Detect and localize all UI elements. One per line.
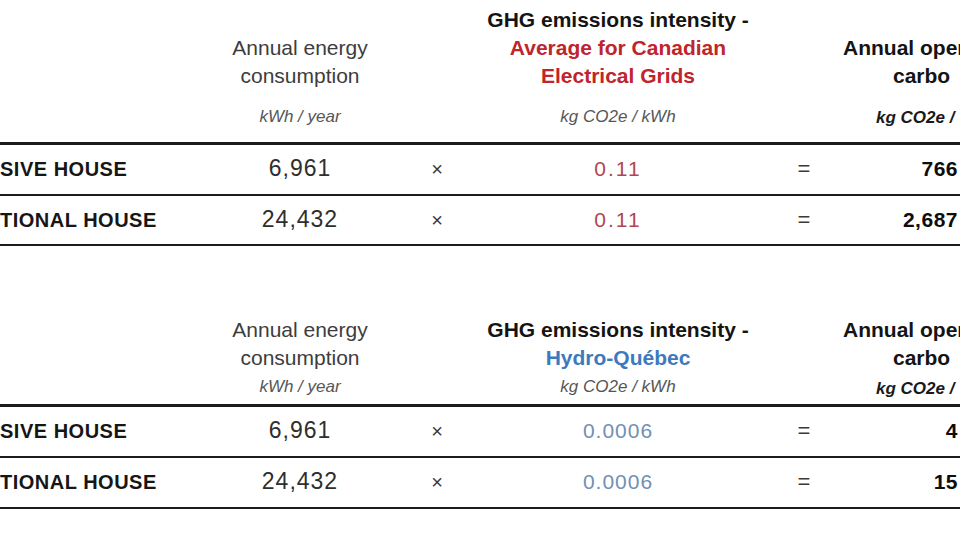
carbon-header-unit: kg CO2e /: [876, 108, 954, 128]
table-rule: [0, 194, 960, 196]
table-rule: [0, 507, 960, 509]
times-operator: ×: [419, 471, 455, 494]
times-operator: ×: [419, 158, 455, 181]
carbon-header-line2: carbo: [893, 64, 950, 88]
carbon-header-line1: Annual oper: [843, 318, 960, 342]
times-operator: ×: [419, 209, 455, 232]
ghg-header-line2: Average for Canadian: [460, 36, 776, 60]
carbon-value: 15: [758, 470, 958, 494]
energy-value: 24,432: [180, 468, 420, 495]
carbon-value: 766: [758, 157, 958, 181]
energy-header-line2: consumption: [180, 346, 420, 370]
intensity-value: 0.0006: [460, 419, 776, 443]
row-label: TIONAL HOUSE: [0, 209, 157, 232]
ghg-header-line1: GHG emissions intensity -: [460, 8, 776, 32]
row-label: SIVE HOUSE: [0, 420, 127, 443]
carbon-value: 2,687: [758, 208, 958, 232]
carbon-header-line1: Annual oper: [843, 36, 960, 60]
energy-header-line1: Annual energy: [180, 318, 420, 342]
energy-value: 6,961: [180, 417, 420, 444]
intensity-value: 0.0006: [460, 470, 776, 494]
intensity-value: 0.11: [460, 157, 776, 181]
table-rule: [0, 456, 960, 458]
carbon-value: 4: [758, 419, 958, 443]
table-rule: [0, 142, 960, 145]
row-label: TIONAL HOUSE: [0, 471, 157, 494]
ghg-header-unit: kg CO2e / kWh: [460, 377, 776, 397]
energy-value: 24,432: [180, 206, 420, 233]
row-label: SIVE HOUSE: [0, 158, 127, 181]
table-rule: [0, 404, 960, 407]
ghg-header-line2: Hydro-Québec: [460, 346, 776, 370]
energy-header-unit: kWh / year: [180, 377, 420, 397]
carbon-header-line2: carbo: [893, 346, 950, 370]
ghg-header-unit: kg CO2e / kWh: [460, 107, 776, 127]
intensity-value: 0.11: [460, 208, 776, 232]
table-rule: [0, 244, 960, 246]
ghg-header-line1: GHG emissions intensity -: [460, 318, 776, 342]
energy-header-line1: Annual energy: [180, 36, 420, 60]
ghg-header-line3: Electrical Grids: [460, 64, 776, 88]
times-operator: ×: [419, 420, 455, 443]
slide-canvas: Annual energy consumption kWh / year GHG…: [0, 0, 960, 540]
energy-header-unit: kWh / year: [180, 107, 420, 127]
carbon-header-unit: kg CO2e /: [876, 379, 954, 399]
energy-value: 6,961: [180, 155, 420, 182]
energy-header-line2: consumption: [180, 64, 420, 88]
